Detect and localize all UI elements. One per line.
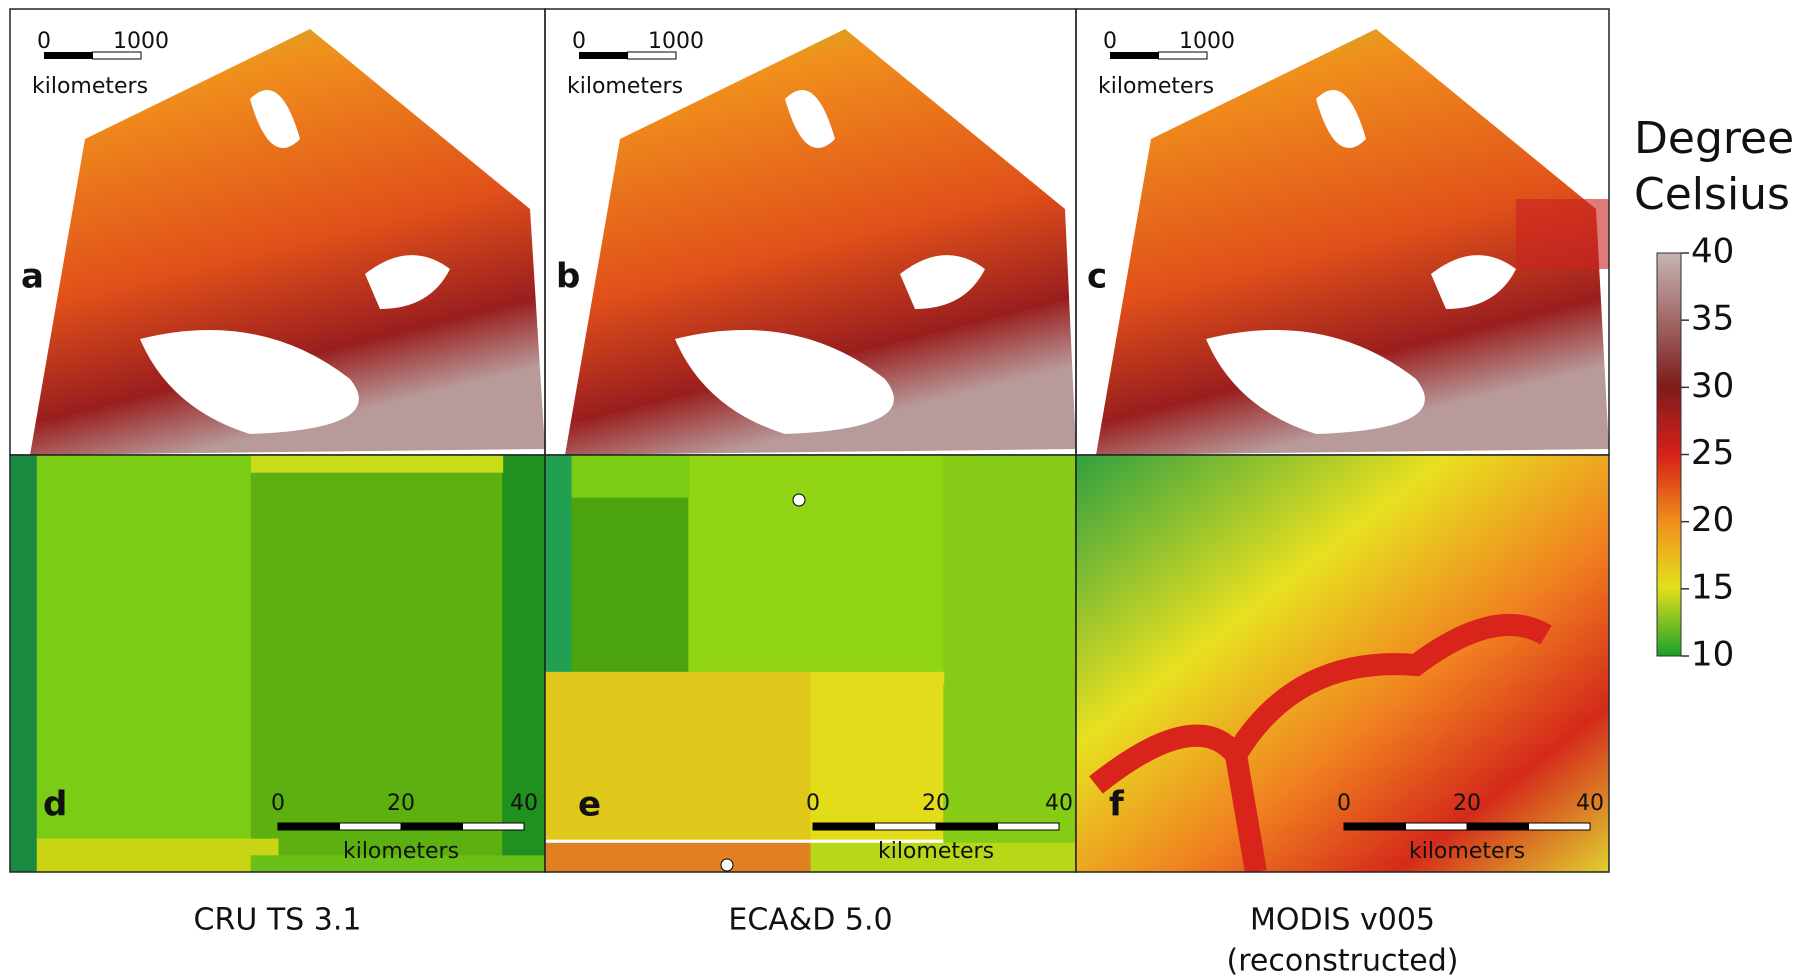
grid-cell (545, 455, 573, 685)
scale-unit: kilometers (1098, 74, 1214, 99)
scale-bar (1344, 823, 1406, 830)
scale-label: 20 (922, 791, 950, 816)
scale-unit: kilometers (567, 74, 683, 99)
scale-unit: kilometers (1409, 839, 1525, 864)
grid-cell (37, 455, 279, 840)
scale-label: 0 (271, 791, 285, 816)
column-title: CRU TS 3.1 (194, 903, 362, 938)
tick-label: 25 (1691, 433, 1734, 473)
column-title: MODIS v005 (1250, 903, 1435, 938)
grid-cell (572, 455, 690, 498)
scale-bar (1529, 823, 1591, 830)
figure: a01000kilometersb01000kilometersc01000ki… (0, 0, 1815, 978)
scale-label: 0 (1337, 791, 1351, 816)
tick-label: 30 (1691, 366, 1734, 406)
scale-label: 40 (1045, 791, 1073, 816)
scale-bar (998, 823, 1060, 830)
legend-title: Celsius (1634, 169, 1790, 220)
panel-letter: e (578, 785, 601, 825)
page: a01000kilometersb01000kilometersc01000ki… (0, 0, 1815, 978)
grid-cell (37, 839, 279, 873)
map-panel: e 0 20 40 kilometers (545, 455, 1077, 873)
scale-label: 1000 (113, 29, 169, 54)
scale-label: 1000 (648, 29, 704, 54)
scale-bar (936, 823, 998, 830)
scale-label: 0 (1103, 29, 1117, 54)
scale-label: 20 (387, 791, 415, 816)
tick-label: 35 (1691, 299, 1734, 339)
scale-bar (401, 823, 463, 830)
map-panel: a 0 1000 kilometers (10, 9, 545, 455)
legend-title: Degree (1634, 113, 1794, 164)
scale-unit: kilometers (343, 839, 459, 864)
scale-bar (44, 52, 93, 59)
scale-bar (579, 52, 628, 59)
scale-label: 20 (1453, 791, 1481, 816)
scale-label: 40 (1576, 791, 1604, 816)
grid-cell (251, 455, 503, 473)
tick-label: 20 (1691, 500, 1734, 540)
scale-bar (1406, 823, 1468, 830)
scale-label: 0 (572, 29, 586, 54)
grid-cell (943, 684, 1077, 843)
tick-label: 40 (1691, 232, 1734, 272)
grid-cell (572, 497, 690, 686)
scale-bar (340, 823, 402, 830)
scale-bar (1110, 52, 1159, 59)
scale-label: 0 (37, 29, 51, 54)
tick-label: 10 (1691, 635, 1734, 675)
scale-bar (1467, 823, 1529, 830)
scale-bar (875, 823, 937, 830)
grid-cell (943, 455, 1077, 685)
column-title: ECA&D 5.0 (728, 903, 892, 938)
scale-unit: kilometers (878, 839, 994, 864)
sea-fill (1516, 199, 1616, 269)
colorbar (1657, 253, 1681, 656)
scale-label: 1000 (1179, 29, 1235, 54)
grid-cell (251, 455, 503, 856)
scale-unit: kilometers (32, 74, 148, 99)
panel-letter: c (1087, 257, 1107, 297)
scale-label: 40 (510, 791, 538, 816)
map-panel: d 0 20 40 kilometers (10, 455, 546, 873)
map-panel: c 0 1000 kilometers (1076, 9, 1616, 455)
station (793, 494, 805, 506)
scale-bar (813, 823, 875, 830)
panel-letter: f (1109, 785, 1125, 825)
panel-letter: a (21, 257, 44, 297)
station (721, 859, 733, 871)
scale-bar (278, 823, 340, 830)
panel-letter: b (556, 257, 580, 297)
scale-bar (463, 823, 525, 830)
grid-cell (688, 455, 944, 685)
column-subtitle: (reconstructed) (1227, 944, 1459, 978)
grid-cell (545, 843, 812, 873)
panel-letter: d (43, 785, 67, 825)
map-panel: b 0 1000 kilometers (545, 9, 1076, 455)
grid-cell (10, 455, 38, 873)
scale-label: 0 (806, 791, 820, 816)
map-panel: f 0 20 40 kilometers (1076, 455, 1609, 872)
tick-label: 15 (1691, 567, 1734, 607)
